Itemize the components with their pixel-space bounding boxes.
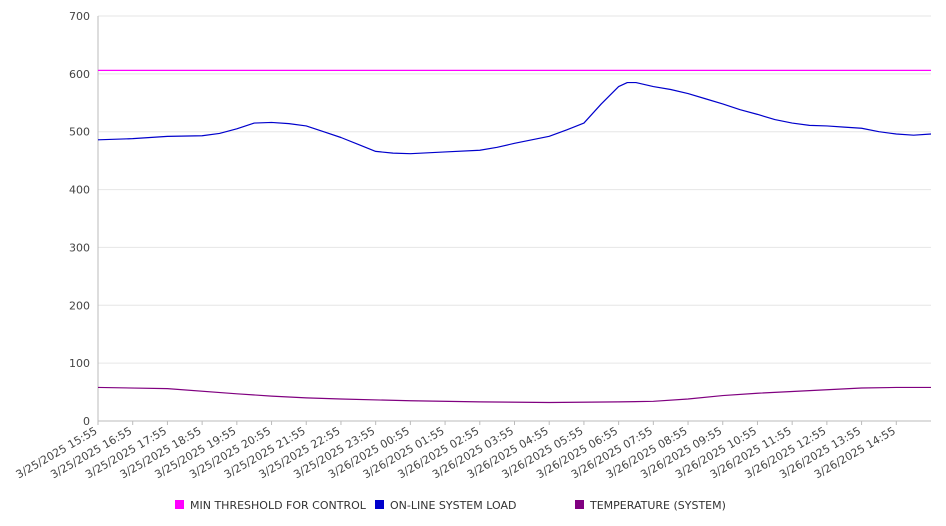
grid-layer <box>98 15 931 364</box>
y-tick-label: 700 <box>69 10 90 23</box>
y-tick-label: 500 <box>69 126 90 139</box>
series-line-2 <box>97 81 932 155</box>
legend-label: ON-LINE SYSTEM LOAD <box>390 499 516 512</box>
y-tick-label: 600 <box>69 68 90 81</box>
series-layer <box>97 69 932 404</box>
legend-swatch <box>175 500 184 509</box>
legend-swatch <box>375 500 384 509</box>
y-tick-label: 0 <box>83 415 90 428</box>
legend-swatch <box>575 500 584 509</box>
legend-label: TEMPERATURE (SYSTEM) <box>589 499 726 512</box>
y-tick-label: 400 <box>69 184 90 197</box>
series-line-3 <box>97 386 931 404</box>
y-tick-label: 300 <box>69 241 90 254</box>
legend-label: MIN THRESHOLD FOR CONTROL <box>190 499 367 512</box>
legend: MIN THRESHOLD FOR CONTROL ON-LINE SYSTEM … <box>175 499 726 512</box>
y-tick-label: 100 <box>69 357 90 370</box>
y-tick-label: 200 <box>69 299 90 312</box>
